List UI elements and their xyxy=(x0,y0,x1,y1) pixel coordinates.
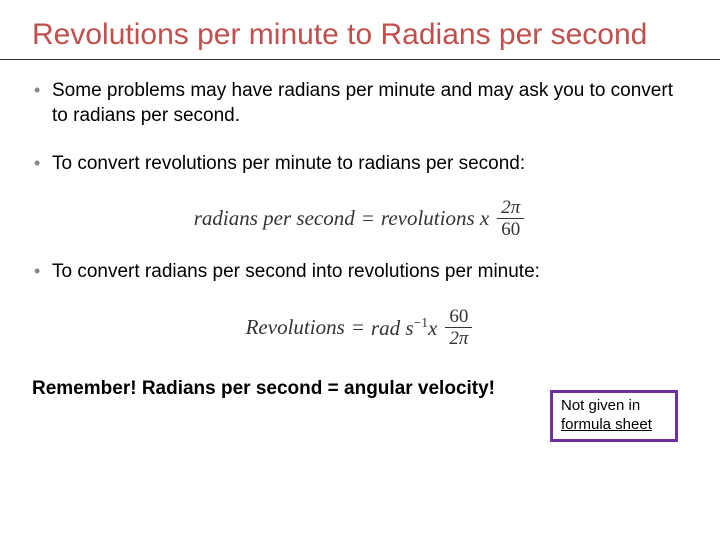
formula2-exp: −1 xyxy=(414,315,429,330)
formula-1: radians per second = revolutions x 2π 60 xyxy=(32,198,688,239)
bullet-1: Some problems may have radians per minut… xyxy=(32,78,688,129)
formula1-lhs: radians per second xyxy=(194,206,355,231)
formula1-den: 60 xyxy=(497,219,524,239)
formula1-eq: = xyxy=(361,206,375,231)
callout-line1: Not given in xyxy=(561,397,640,414)
callout-box: Not given in formula sheet xyxy=(550,390,678,442)
formula2-eq: = xyxy=(351,315,365,340)
formula2-lhs: Revolutions xyxy=(246,315,345,340)
bullet-list: Some problems may have radians per minut… xyxy=(32,78,688,401)
bullet-2: To convert revolutions per minute to rad… xyxy=(32,151,688,177)
formula2-rhs: rad s−1x xyxy=(371,315,437,341)
title-block: Revolutions per minute to Radians per se… xyxy=(0,18,720,60)
callout-line2: formula sheet xyxy=(561,416,652,433)
formula1-rhs-text: revolutions x xyxy=(381,206,489,231)
formula2-num: 60 xyxy=(445,307,472,328)
formula2-rhs-a: rad s xyxy=(371,316,414,340)
formula1-fraction: 2π 60 xyxy=(497,198,524,239)
formula-2: Revolutions = rad s−1x 60 2π xyxy=(32,307,688,348)
bullet-3: To convert radians per second into revol… xyxy=(32,259,688,285)
slide: Revolutions per minute to Radians per se… xyxy=(0,0,720,540)
formula1-num: 2π xyxy=(497,198,524,219)
formula2-rhs-b: x xyxy=(428,316,437,340)
slide-title: Revolutions per minute to Radians per se… xyxy=(32,18,688,53)
formula2-den: 2π xyxy=(445,328,472,348)
formula2-fraction: 60 2π xyxy=(445,307,472,348)
